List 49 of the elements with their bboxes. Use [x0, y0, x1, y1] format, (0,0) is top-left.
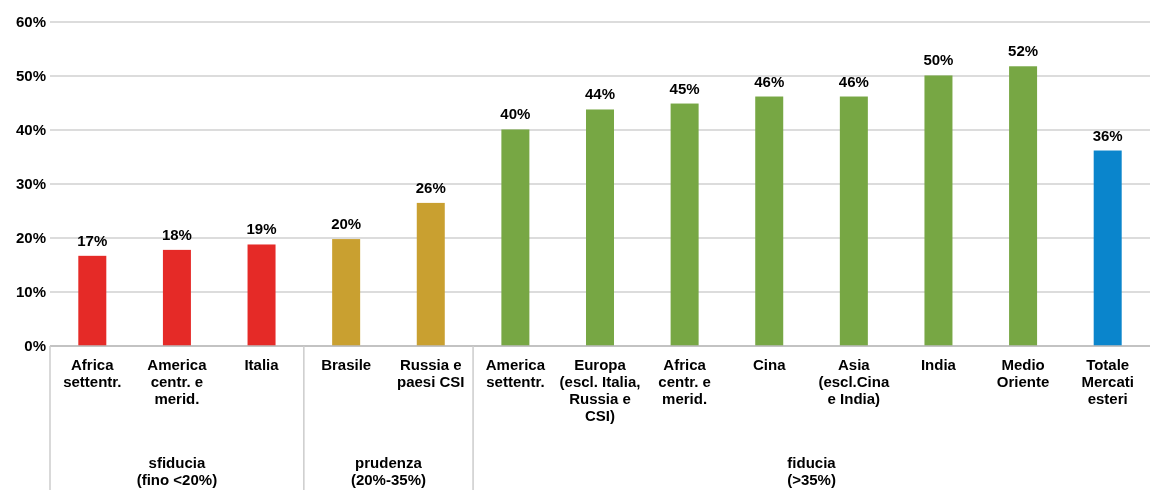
- data-label: 46%: [838, 72, 869, 90]
- data-label: 26%: [415, 178, 446, 196]
- data-label: 45%: [669, 79, 700, 97]
- x-tick-label: Brasile: [321, 356, 372, 373]
- x-tick-label: Totale Mercati esteri: [1081, 356, 1134, 407]
- text: sfiducia (fino <20%): [136, 454, 218, 488]
- data-label: 18%: [161, 225, 192, 243]
- bar: [501, 129, 530, 346]
- bar: [755, 96, 784, 346]
- bar: [78, 255, 107, 346]
- x-tick-label: Medio Oriente: [996, 356, 1050, 390]
- data-label: 20%: [331, 215, 362, 233]
- data-label: 40%: [500, 105, 531, 123]
- y-tick-label: 40%: [15, 121, 46, 139]
- data-label: 44%: [584, 85, 616, 103]
- y-tick-label: 50%: [15, 67, 46, 85]
- y-tick-label: 20%: [15, 229, 46, 247]
- bar: [332, 239, 361, 346]
- y-tick-label: 30%: [15, 175, 46, 193]
- data-label: 36%: [1092, 126, 1123, 144]
- y-tick-label: 10%: [15, 283, 46, 301]
- x-tick-label: Africa settentr.: [63, 356, 122, 390]
- data-label: 52%: [1008, 42, 1039, 60]
- text: prudenza (20%-35%): [350, 454, 426, 488]
- x-tick-label: Asia (escl.Cina e India): [818, 356, 890, 407]
- y-tick-label: 0%: [24, 337, 46, 355]
- x-tick-label: Italia: [244, 356, 280, 373]
- bar: [586, 109, 614, 346]
- x-tick-label: Cina: [752, 356, 787, 373]
- x-tick-label: India: [920, 356, 957, 373]
- bar: [839, 96, 868, 346]
- data-label: 50%: [923, 51, 954, 69]
- x-tick-label: Russia e paesi CSI: [397, 356, 465, 390]
- bar: [1093, 150, 1122, 346]
- x-tick-label: Europa (escl. Italia, Russia e CSI): [559, 356, 641, 424]
- bar: [416, 202, 445, 346]
- data-label: 17%: [77, 231, 108, 249]
- data-label: 19%: [246, 220, 277, 238]
- bar: [247, 244, 276, 346]
- x-tick-label: America centr. e merid.: [147, 356, 208, 407]
- data-label: 46%: [754, 72, 785, 90]
- bar: [924, 75, 953, 346]
- text: fiducia (>35%): [787, 454, 837, 488]
- bar: [1009, 66, 1038, 346]
- x-tick-label: America settentr.: [485, 356, 546, 390]
- y-tick-label: 60%: [15, 13, 46, 31]
- bar: [162, 249, 191, 346]
- x-tick-label: Africa centr. e merid.: [658, 356, 711, 407]
- bar: [670, 103, 699, 346]
